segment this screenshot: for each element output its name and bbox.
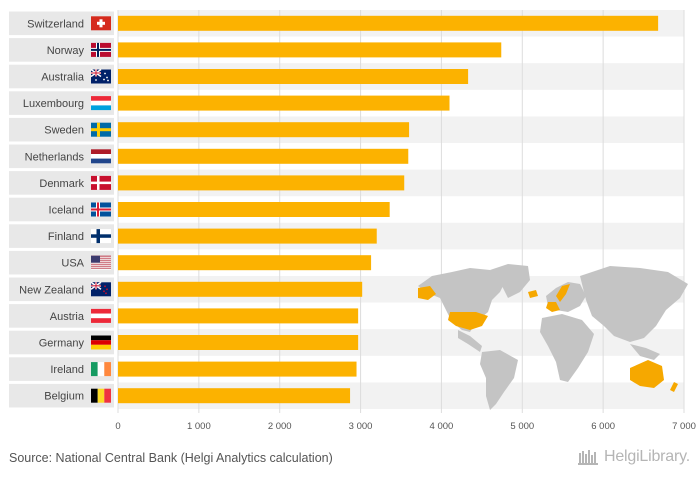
denmark-flag-icon bbox=[91, 175, 111, 190]
category-label-bg bbox=[9, 11, 114, 36]
sweden-flag-icon bbox=[91, 122, 111, 137]
ireland-flag-icon bbox=[91, 362, 111, 377]
x-tick-label: 0 bbox=[115, 421, 120, 432]
category-label: Netherlands bbox=[25, 151, 85, 163]
category-label-bg bbox=[9, 330, 114, 355]
category-label: Sweden bbox=[44, 125, 84, 137]
map-western-europe-highlight bbox=[546, 302, 560, 312]
bar bbox=[118, 122, 410, 138]
x-tick-label: 5 000 bbox=[510, 421, 534, 432]
bar bbox=[118, 148, 409, 164]
bar bbox=[118, 175, 405, 191]
category-label-bg bbox=[9, 38, 114, 62]
category-label-bg bbox=[9, 277, 114, 302]
helgi-library-logo: HelgiLibrary. bbox=[577, 448, 690, 466]
map-south-america bbox=[480, 350, 518, 410]
bar bbox=[118, 42, 502, 58]
category-label-bg bbox=[9, 383, 114, 408]
bars bbox=[118, 15, 659, 404]
austria-flag-icon bbox=[91, 308, 111, 323]
category-label: Iceland bbox=[49, 205, 84, 217]
source-note: Source: National Central Bank (Helgi Ana… bbox=[9, 451, 333, 465]
category-label: Switzerland bbox=[27, 18, 84, 30]
bar-chart: Switzerland Norway Australia Luxembourg Swed… bbox=[9, 10, 696, 432]
bar bbox=[118, 388, 351, 404]
x-tick-label: 4 000 bbox=[430, 421, 454, 432]
category-label-bg bbox=[9, 357, 114, 381]
norway-flag-icon bbox=[91, 42, 111, 57]
category-label-bg bbox=[9, 250, 114, 275]
x-axis-ticks: 0 1 000 2 000 3 000 4 000 5 000 6 000 7 000 bbox=[115, 421, 696, 432]
category-labels: Switzerland Norway Australia Luxembourg Swed… bbox=[9, 11, 114, 408]
bar bbox=[118, 228, 377, 244]
bar bbox=[118, 202, 390, 217]
netherlands-flag-icon bbox=[91, 149, 111, 164]
category-label: Austria bbox=[50, 311, 85, 323]
map-africa bbox=[540, 314, 594, 382]
map-central-america bbox=[458, 330, 482, 352]
map-usa-highlight bbox=[448, 312, 488, 330]
map-greenland bbox=[490, 264, 530, 298]
bar bbox=[118, 308, 359, 324]
iceland-flag-icon bbox=[91, 202, 111, 217]
category-label-bg bbox=[9, 171, 114, 195]
bar bbox=[118, 281, 363, 297]
category-label: Ireland bbox=[50, 364, 84, 376]
logo-text: HelgiLibrary. bbox=[603, 448, 690, 465]
new-zealand-flag-icon bbox=[90, 281, 111, 297]
category-label-bg bbox=[9, 197, 114, 222]
map-se-asia bbox=[630, 344, 660, 360]
germany-flag-icon bbox=[91, 335, 111, 350]
category-label: Denmark bbox=[39, 178, 84, 190]
map-iceland-highlight bbox=[528, 290, 538, 298]
x-tick-label: 6 000 bbox=[591, 421, 615, 432]
luxembourg-flag-icon bbox=[91, 96, 111, 111]
category-label: Belgium bbox=[44, 391, 84, 403]
map-new-zealand bbox=[670, 382, 678, 392]
category-label-bg bbox=[9, 144, 114, 169]
category-label-bg bbox=[9, 117, 114, 142]
category-label-bg bbox=[9, 91, 114, 115]
category-label-bg bbox=[9, 224, 114, 248]
map-australia bbox=[630, 360, 664, 388]
finland-flag-icon bbox=[91, 229, 111, 244]
map-north-america bbox=[418, 268, 506, 332]
x-tick-label: 3 000 bbox=[349, 421, 373, 432]
australia-flag-icon bbox=[90, 68, 111, 84]
switzerland-flag-icon bbox=[91, 16, 111, 31]
x-tick-label: 1 000 bbox=[187, 421, 211, 432]
bar bbox=[118, 95, 450, 111]
category-label: Finland bbox=[48, 231, 84, 243]
category-label: Norway bbox=[47, 45, 85, 57]
category-label: USA bbox=[61, 258, 84, 270]
map-alaska-highlight bbox=[418, 286, 436, 300]
bar bbox=[118, 335, 359, 350]
bar bbox=[118, 361, 357, 377]
category-label-bg bbox=[9, 304, 114, 328]
category-label: Luxembourg bbox=[23, 98, 84, 110]
map-asia bbox=[580, 266, 688, 342]
category-label: Australia bbox=[41, 72, 85, 84]
category-label-bg bbox=[9, 64, 114, 89]
usa-flag-icon bbox=[91, 255, 111, 270]
bar bbox=[118, 69, 469, 84]
category-label: New Zealand bbox=[19, 284, 84, 296]
bar bbox=[118, 15, 659, 31]
world-map-decoration bbox=[418, 264, 688, 410]
x-tick-label: 2 000 bbox=[268, 421, 292, 432]
library-logo-icon bbox=[577, 450, 598, 465]
category-label: Germany bbox=[39, 338, 85, 350]
map-scandinavia-highlight bbox=[556, 284, 570, 302]
x-tick-label: 7 000 bbox=[672, 421, 696, 432]
bar bbox=[118, 255, 372, 271]
belgium-flag-icon bbox=[91, 388, 111, 403]
